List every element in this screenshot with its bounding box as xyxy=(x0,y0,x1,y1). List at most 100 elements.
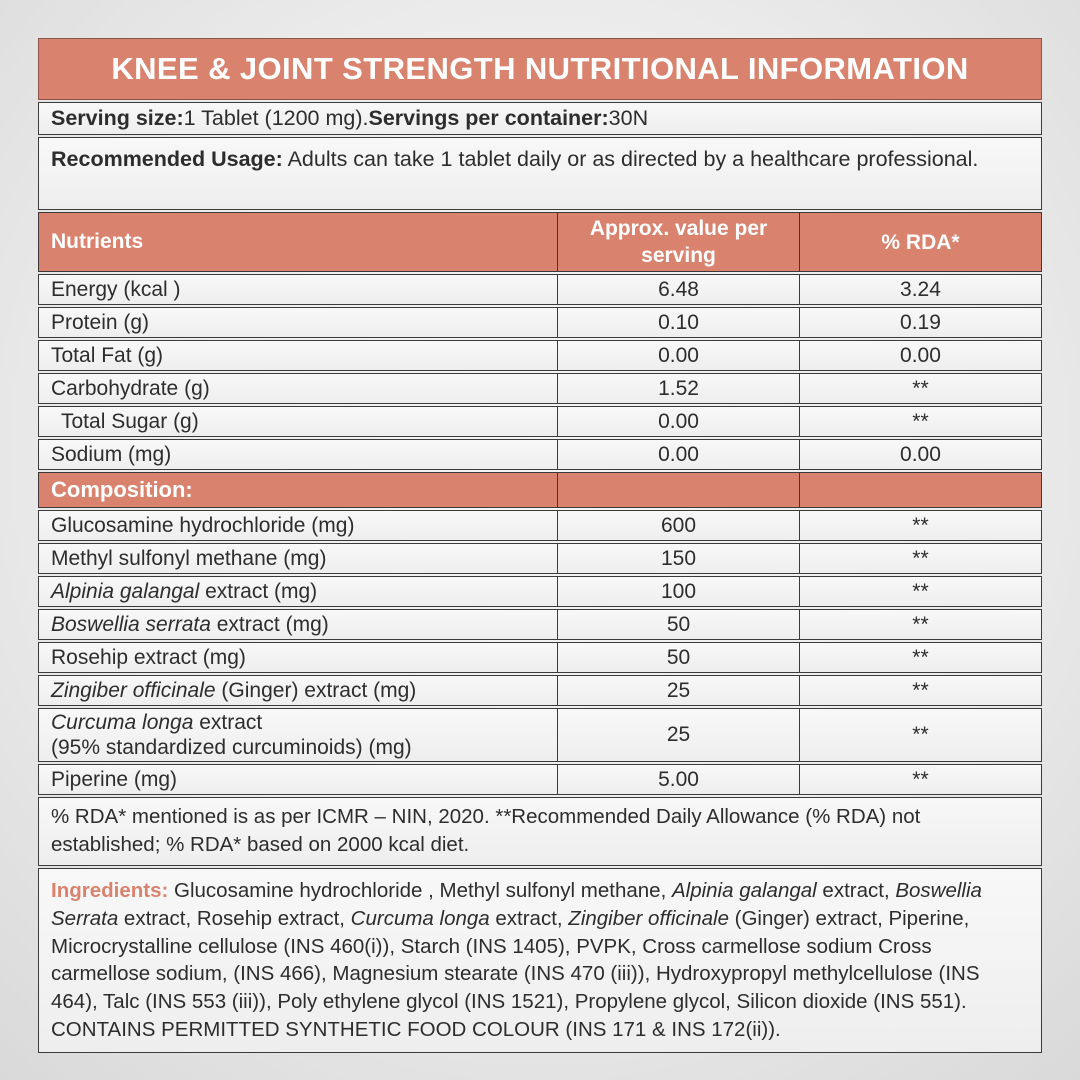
ingredient-value: 5.00 xyxy=(557,765,799,794)
recommended-usage-box: Recommended Usage: Adults can take 1 tab… xyxy=(38,137,1042,210)
serving-size-row: Serving size: 1 Tablet (1200 mg). Servin… xyxy=(38,102,1042,135)
table-row: Boswellia serrata extract (mg) 50 ** xyxy=(38,609,1042,640)
nutrient-value: 0.10 xyxy=(557,308,799,337)
nutrient-value: 0.00 xyxy=(557,440,799,469)
servings-per-container-label: Servings per container: xyxy=(368,106,609,130)
table-row: Rosehip extract (mg) 50 ** xyxy=(38,642,1042,673)
ingredient-rda: ** xyxy=(799,643,1041,672)
nutrient-value: 0.00 xyxy=(557,341,799,370)
ingredient-rda: ** xyxy=(799,709,1041,761)
rda-column-header: % RDA* xyxy=(799,213,1041,271)
ingredients-text-italic: Zingiber officinale xyxy=(568,906,729,930)
ingredient-value: 25 xyxy=(557,709,799,761)
ingredient-name-text: extract xyxy=(193,711,263,734)
ingredients-text-italic: Alpinia galangal xyxy=(671,879,817,902)
nutrient-name: Total Sugar (g) xyxy=(61,409,199,433)
ingredient-rda: ** xyxy=(799,544,1041,573)
nutrient-rda: ** xyxy=(799,407,1041,436)
usage-label: Recommended Usage: xyxy=(51,147,283,171)
ingredient-name: Piperine (mg) xyxy=(39,765,557,794)
table-row: Zingiber officinale (Ginger) extract (mg… xyxy=(38,675,1042,706)
ingredient-name: Rosehip extract (mg) xyxy=(39,643,557,672)
table-row: Glucosamine hydrochloride (mg) 600 ** xyxy=(38,510,1042,541)
nutrient-value: 6.48 xyxy=(557,275,799,304)
ingredient-rda: ** xyxy=(799,765,1041,794)
nutrient-name: Total Fat (g) xyxy=(51,343,164,367)
ingredient-name-italic: Curcuma longa xyxy=(51,711,194,734)
nutrient-rda: 0.00 xyxy=(799,341,1041,370)
nutrients-column-header: Nutrients xyxy=(51,230,144,253)
title-bar: KNEE & JOINT STRENGTH NUTRITIONAL INFORM… xyxy=(38,38,1042,100)
nutrient-value: 0.00 xyxy=(557,407,799,436)
ingredient-name-text: Piperine (mg) xyxy=(51,767,178,791)
ingredient-name-text: (Ginger) extract (mg) xyxy=(215,678,417,702)
composition-spacer xyxy=(557,473,799,507)
nutrient-rda: 3.24 xyxy=(799,275,1041,304)
ingredient-name: Curcuma longa extract (95% standardized c… xyxy=(39,709,557,761)
composition-spacer xyxy=(799,473,1041,507)
ingredients-label: Ingredients: xyxy=(51,879,169,902)
table-header-row: Nutrients Approx. value per serving % RD… xyxy=(38,212,1042,272)
table-row: Curcuma longa extract (95% standardized c… xyxy=(38,708,1042,762)
ingredient-name-text: Rosehip extract (mg) xyxy=(51,645,246,669)
table-row: Energy (kcal ) 6.48 3.24 xyxy=(38,274,1042,305)
ingredients-text-part: extract, xyxy=(816,879,896,902)
ingredient-name: Zingiber officinale (Ginger) extract (mg… xyxy=(39,676,557,705)
nutrition-label: KNEE & JOINT STRENGTH NUTRITIONAL INFORM… xyxy=(38,38,1042,1055)
ingredient-name-line2: (95% standardized curcuminoids) (mg) xyxy=(51,736,412,759)
ingredient-rda: ** xyxy=(799,610,1041,639)
nutrient-rda: 0.00 xyxy=(799,440,1041,469)
composition-header-row: Composition: xyxy=(38,472,1042,508)
ingredient-name: Alpinia galangal extract (mg) xyxy=(39,577,557,606)
table-row: Piperine (mg) 5.00 ** xyxy=(38,764,1042,795)
ingredients-text-part: (Ginger) extract, Piperine, Microcrystal… xyxy=(51,906,980,1041)
table-row: Total Fat (g) 0.00 0.00 xyxy=(38,340,1042,371)
ingredient-name: Glucosamine hydrochloride (mg) xyxy=(39,511,557,540)
ingredient-value: 600 xyxy=(557,511,799,540)
ingredient-name-text: extract (mg) xyxy=(199,579,318,603)
ingredient-name: Boswellia serrata extract (mg) xyxy=(39,610,557,639)
ingredients-text-part: extract, Rosehip extract, xyxy=(118,906,351,930)
nutrient-name: Energy (kcal ) xyxy=(51,277,181,301)
composition-label: Composition: xyxy=(51,477,193,502)
ingredient-rda: ** xyxy=(799,577,1041,606)
rda-note-text: % RDA* mentioned is as per ICMR – NIN, 2… xyxy=(51,805,921,856)
table-row: Sodium (mg) 0.00 0.00 xyxy=(38,439,1042,470)
nutrient-value: 1.52 xyxy=(557,374,799,403)
ingredient-name-italic: Alpinia galangal xyxy=(51,579,200,603)
ingredient-value: 50 xyxy=(557,643,799,672)
ingredient-name-italic: Boswellia serrata xyxy=(51,612,211,636)
table-row: Protein (g) 0.10 0.19 xyxy=(38,307,1042,338)
ingredients-text-part: extract, xyxy=(489,906,569,930)
ingredients-box: Ingredients: Glucosamine hydrochloride ,… xyxy=(38,868,1042,1053)
ingredient-value: 100 xyxy=(557,577,799,606)
value-column-header: Approx. value per serving xyxy=(557,213,799,271)
serving-size-value: 1 Tablet (1200 mg). xyxy=(183,106,369,130)
ingredient-name: Methyl sulfonyl methane (mg) xyxy=(39,544,557,573)
ingredient-rda: ** xyxy=(799,511,1041,540)
ingredients-text-italic: Curcuma longa xyxy=(350,906,490,930)
ingredient-name-text: Glucosamine hydrochloride (mg) xyxy=(51,513,355,537)
nutrient-name: Protein (g) xyxy=(51,310,150,334)
ingredient-value: 50 xyxy=(557,610,799,639)
rda-note-box: % RDA* mentioned is as per ICMR – NIN, 2… xyxy=(38,797,1042,866)
table-row: Methyl sulfonyl methane (mg) 150 ** xyxy=(38,543,1042,574)
nutrient-name: Carbohydrate (g) xyxy=(51,376,210,400)
nutrient-name: Sodium (mg) xyxy=(51,442,172,466)
ingredient-name-text: Methyl sulfonyl methane (mg) xyxy=(51,546,327,570)
ingredient-value: 150 xyxy=(557,544,799,573)
table-row: Total Sugar (g) 0.00 ** xyxy=(38,406,1042,437)
usage-text: Adults can take 1 tablet daily or as dir… xyxy=(282,147,979,171)
table-row: Alpinia galangal extract (mg) 100 ** xyxy=(38,576,1042,607)
serving-size-label: Serving size: xyxy=(51,106,184,130)
nutrient-rda: ** xyxy=(799,374,1041,403)
table-row: Carbohydrate (g) 1.52 ** xyxy=(38,373,1042,404)
ingredient-value: 25 xyxy=(557,676,799,705)
ingredients-text-italic: Boswellia Serrata xyxy=(51,879,982,930)
ingredients-text-part: Glucosamine hydrochloride , Methyl sulfo… xyxy=(168,879,672,902)
ingredient-name-text: extract (mg) xyxy=(210,612,329,636)
servings-per-container-value: 30N xyxy=(608,106,649,130)
ingredient-name-italic: Zingiber officinale xyxy=(51,678,216,702)
nutrient-rda: 0.19 xyxy=(799,308,1041,337)
